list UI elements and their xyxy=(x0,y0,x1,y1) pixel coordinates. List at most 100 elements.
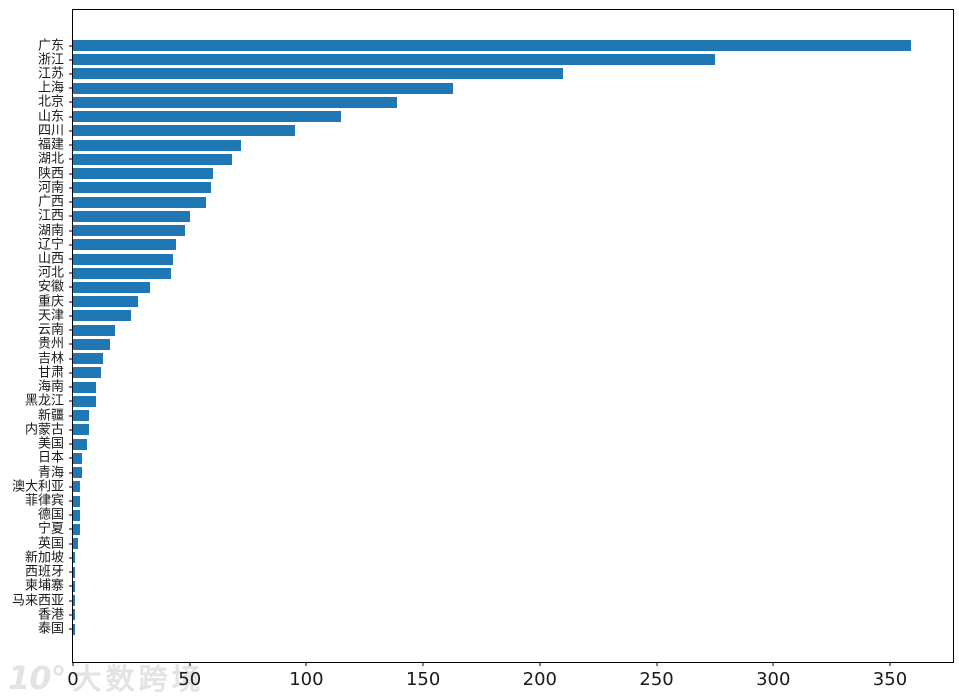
bar xyxy=(73,267,172,279)
bar-row: 西班牙 xyxy=(25,566,953,579)
y-axis-label: 山西 xyxy=(37,251,64,267)
bar xyxy=(73,296,139,308)
y-tick-mark xyxy=(69,258,73,260)
y-tick-mark xyxy=(69,286,73,288)
bar xyxy=(73,438,87,450)
y-axis-label: 福建 xyxy=(37,137,64,153)
bar-row: 福建 xyxy=(38,139,953,152)
bar xyxy=(73,210,190,222)
bar-row: 德国 xyxy=(38,509,953,522)
y-tick-mark xyxy=(69,415,73,417)
y-tick-mark xyxy=(69,528,73,530)
bar xyxy=(73,182,211,194)
y-axis-label: 柬埔寨 xyxy=(24,578,64,594)
y-axis-label: 海南 xyxy=(37,379,64,395)
bar xyxy=(73,623,76,635)
bar-row: 青海 xyxy=(38,466,953,479)
bar-row: 湖北 xyxy=(38,153,953,166)
y-axis-label: 西班牙 xyxy=(24,564,64,580)
y-tick-mark xyxy=(69,101,73,103)
y-axis-label: 辽宁 xyxy=(37,237,64,253)
bar-row: 柬埔寨 xyxy=(25,580,953,593)
bar xyxy=(73,324,116,336)
y-tick-mark xyxy=(69,472,73,474)
bar xyxy=(73,367,101,379)
x-tick-mark xyxy=(422,662,424,666)
y-axis-label: 天津 xyxy=(37,308,64,324)
bar xyxy=(73,40,911,51)
y-tick-mark xyxy=(69,329,73,331)
y-axis-label: 德国 xyxy=(37,507,64,523)
y-tick-mark xyxy=(69,244,73,246)
bar-row: 浙江 xyxy=(38,53,953,66)
bar xyxy=(73,82,454,94)
y-axis-label: 北京 xyxy=(37,94,64,110)
y-tick-mark xyxy=(69,45,73,46)
bar xyxy=(73,552,76,564)
bar-row: 内蒙古 xyxy=(25,423,953,436)
y-tick-mark xyxy=(69,343,73,345)
bar-row: 吉林 xyxy=(38,352,953,365)
bar-row: 日本 xyxy=(38,452,953,465)
bar-row: 河南 xyxy=(38,181,953,194)
bar-row: 云南 xyxy=(38,324,953,337)
y-axis-label: 澳大利亚 xyxy=(11,479,64,495)
bar-row: 黑龙江 xyxy=(25,395,953,408)
y-tick-mark xyxy=(69,500,73,502)
x-tick-label: 350 xyxy=(872,669,908,690)
y-axis-label: 四川 xyxy=(37,123,64,139)
y-axis-label: 河北 xyxy=(37,265,64,281)
y-tick-mark xyxy=(69,543,73,545)
y-tick-mark xyxy=(69,358,73,360)
bar xyxy=(73,338,111,350)
bar-row: 上海 xyxy=(38,82,953,95)
y-axis-label: 香港 xyxy=(37,607,64,623)
y-tick-mark xyxy=(69,571,73,573)
y-tick-mark xyxy=(69,301,73,303)
plot-area: 广东 浙江 江苏 上海 北京 山东 四川 福建 湖北 陕西 河南 广西 江西 湖南 辽宁 山西 河北 安徽 重庆 天津… xyxy=(12,9,954,690)
bar xyxy=(73,239,176,251)
y-tick-mark xyxy=(69,600,73,602)
bar xyxy=(73,96,398,108)
bar-row: 宁夏 xyxy=(38,523,953,536)
y-tick-mark xyxy=(69,429,73,431)
bar xyxy=(73,509,80,521)
x-tick-mark xyxy=(889,662,891,666)
bar xyxy=(73,353,104,365)
x-tick-label: 300 xyxy=(756,669,791,690)
bar-row: 甘肃 xyxy=(38,366,953,379)
bar-row: 菲律宾 xyxy=(25,495,953,508)
y-tick-mark xyxy=(69,614,73,616)
bar xyxy=(73,125,295,137)
bar-row: 辽宁 xyxy=(38,238,953,251)
x-tick-mark xyxy=(189,662,191,666)
y-tick-mark xyxy=(69,628,73,630)
bar-row: 马来西亚 xyxy=(12,594,953,607)
y-axis-label: 重庆 xyxy=(37,294,64,310)
bar xyxy=(73,452,83,464)
bar xyxy=(73,538,78,550)
watermark-text: 大数跨境 xyxy=(72,662,205,696)
bar-row: 香港 xyxy=(38,608,953,621)
y-tick-mark xyxy=(69,514,73,516)
y-axis-label: 泰国 xyxy=(37,621,64,637)
bar xyxy=(73,481,80,493)
bar xyxy=(73,381,97,393)
y-tick-mark xyxy=(69,116,73,118)
y-tick-mark xyxy=(69,144,73,146)
bar xyxy=(73,580,76,592)
watermark-logo-icon: 10° xyxy=(8,659,67,697)
y-axis-label: 菲律宾 xyxy=(24,493,64,509)
y-tick-mark xyxy=(69,215,73,217)
bar-row: 北京 xyxy=(38,96,953,109)
y-tick-mark xyxy=(69,585,73,587)
y-tick-mark xyxy=(69,201,73,203)
bar-row: 澳大利亚 xyxy=(12,480,953,493)
y-axis-label: 新加坡 xyxy=(24,550,64,566)
bar xyxy=(73,54,715,66)
y-axis-label: 广西 xyxy=(37,194,64,210)
bar-row: 英国 xyxy=(38,537,953,550)
y-tick-mark xyxy=(69,486,73,488)
bar xyxy=(73,281,151,293)
